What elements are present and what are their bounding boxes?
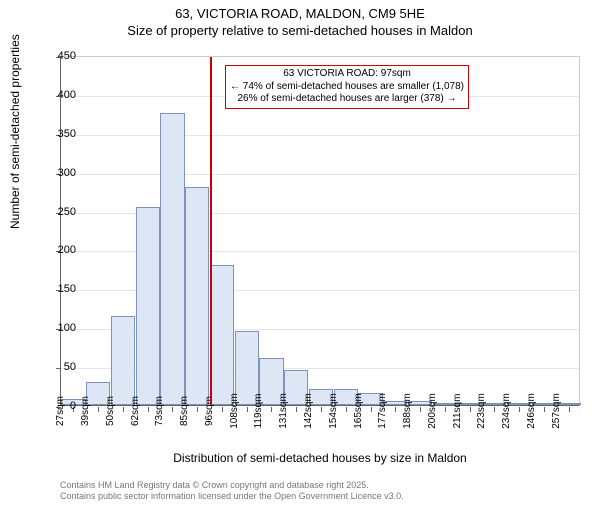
xtick-mark: [371, 407, 372, 412]
xtick-label: 188sqm: [402, 393, 413, 429]
xtick-mark: [470, 407, 471, 412]
xtick-mark: [247, 407, 248, 412]
histogram-bar: [210, 265, 234, 405]
xtick-label: 108sqm: [229, 393, 240, 429]
xtick-mark: [222, 407, 223, 412]
ytick-label: 200: [58, 244, 76, 256]
ytick-label: 350: [58, 128, 76, 140]
xtick-mark: [395, 407, 396, 412]
xtick-mark: [569, 407, 570, 412]
annotation-line-3: 26% of semi-detached houses are larger (…: [230, 93, 464, 106]
xtick-label: 200sqm: [427, 393, 438, 429]
ytick-label: 250: [58, 206, 76, 218]
xtick-label: 257sqm: [551, 393, 562, 429]
xtick-label: 223sqm: [476, 393, 487, 429]
xtick-label: 234sqm: [501, 393, 512, 429]
footer-attribution: Contains HM Land Registry data © Crown c…: [60, 480, 404, 502]
xtick-mark: [346, 407, 347, 412]
xtick-mark: [420, 407, 421, 412]
xtick-label: 142sqm: [303, 393, 314, 429]
annotation-line-2: ← 74% of semi-detached houses are smalle…: [230, 81, 464, 94]
xtick-label: 246sqm: [526, 393, 537, 429]
xtick-label: 27sqm: [55, 396, 66, 426]
histogram-bar: [111, 316, 135, 405]
xtick-mark: [197, 407, 198, 412]
ytick-label: 150: [58, 283, 76, 295]
xtick-mark: [123, 407, 124, 412]
annotation-line-1: 63 VICTORIA ROAD: 97sqm: [230, 68, 464, 81]
chart-area: 27sqm39sqm50sqm62sqm73sqm85sqm96sqm108sq…: [60, 56, 580, 446]
histogram-bar: [160, 113, 184, 405]
annotation-callout: 63 VICTORIA ROAD: 97sqm← 74% of semi-det…: [225, 65, 469, 109]
histogram-bar: [185, 187, 209, 405]
xtick-mark: [544, 407, 545, 412]
xtick-label: 119sqm: [253, 394, 264, 429]
xtick-label: 85sqm: [179, 396, 190, 426]
xtick-label: 39sqm: [80, 396, 91, 426]
gridline: [61, 135, 579, 136]
ytick-mark: [56, 368, 61, 369]
ytick-label: 0: [70, 400, 76, 412]
ytick-label: 450: [58, 50, 76, 62]
xtick-mark: [271, 407, 272, 412]
xtick-mark: [98, 407, 99, 412]
ytick-label: 300: [58, 167, 76, 179]
histogram-bar: [136, 207, 160, 405]
reference-marker-line: [210, 57, 212, 405]
footer-line-2: Contains public sector information licen…: [60, 491, 404, 502]
xtick-mark: [321, 407, 322, 412]
ytick-label: 100: [58, 322, 76, 334]
xtick-mark: [494, 407, 495, 412]
xtick-label: 211sqm: [452, 394, 463, 429]
xtick-label: 131sqm: [278, 393, 289, 429]
gridline: [61, 174, 579, 175]
plot-region: 27sqm39sqm50sqm62sqm73sqm85sqm96sqm108sq…: [60, 56, 580, 406]
xtick-label: 73sqm: [154, 396, 165, 426]
xtick-label: 50sqm: [105, 396, 116, 426]
ytick-label: 400: [58, 89, 76, 101]
xtick-mark: [519, 407, 520, 412]
xtick-label: 62sqm: [130, 396, 141, 426]
chart-title-main: 63, VICTORIA ROAD, MALDON, CM9 5HE: [0, 6, 600, 21]
x-axis-label: Distribution of semi-detached houses by …: [60, 451, 580, 465]
chart-title-sub: Size of property relative to semi-detach…: [0, 23, 600, 38]
xtick-mark: [445, 407, 446, 412]
xtick-label: 165sqm: [353, 393, 364, 429]
xtick-label: 154sqm: [328, 393, 339, 429]
xtick-label: 177sqm: [377, 393, 388, 429]
y-axis-label: Number of semi-detached properties: [8, 34, 22, 229]
ytick-label: 50: [64, 361, 76, 373]
chart-title-block: 63, VICTORIA ROAD, MALDON, CM9 5HE Size …: [0, 6, 600, 38]
footer-line-1: Contains HM Land Registry data © Crown c…: [60, 480, 404, 491]
xtick-mark: [296, 407, 297, 412]
xtick-mark: [148, 407, 149, 412]
xtick-mark: [172, 407, 173, 412]
